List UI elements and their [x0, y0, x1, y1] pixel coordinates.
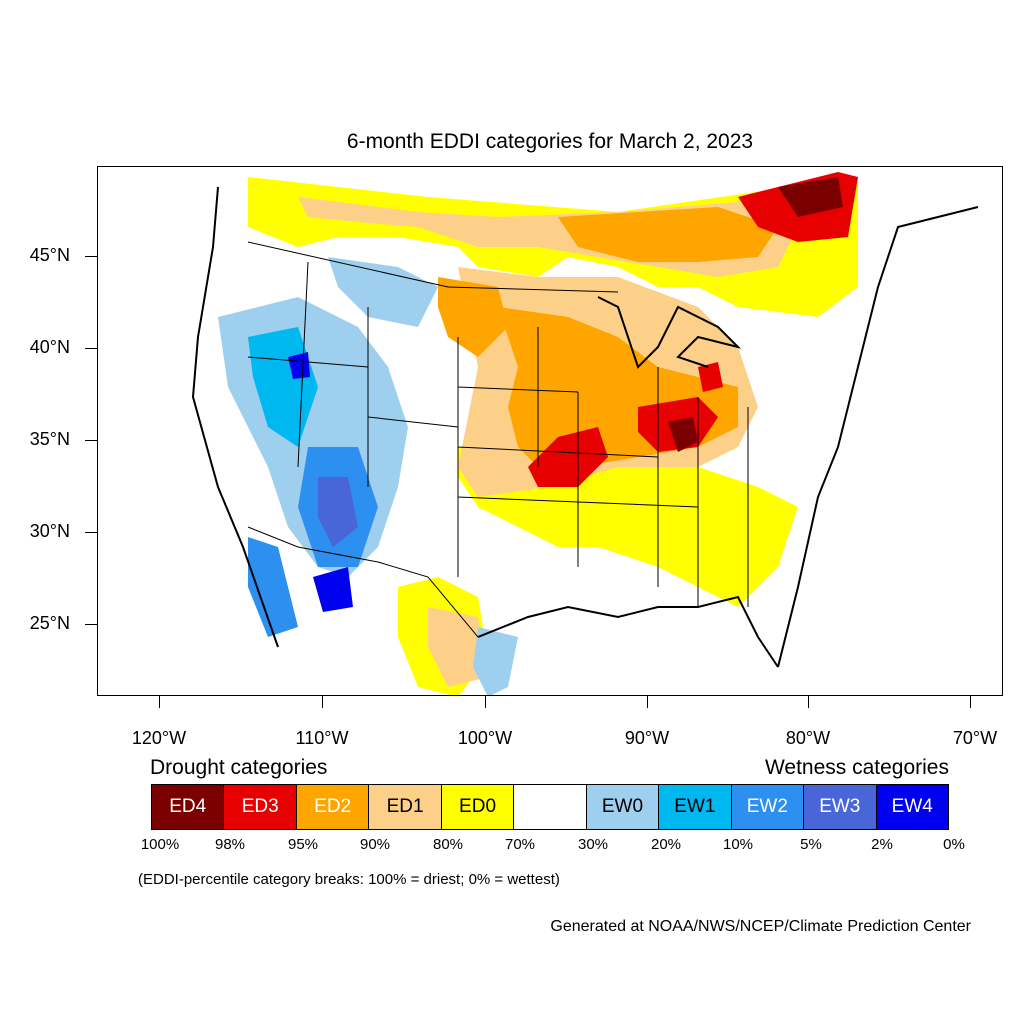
lon-tick-120: [159, 696, 160, 708]
legend-swatch-ew2: EW2: [731, 785, 805, 829]
ed4-il: [668, 417, 698, 452]
category-fill-layer: [193, 172, 858, 695]
east-coast: [777, 206, 979, 668]
legend-break: 70%: [504, 836, 536, 853]
lon-label-80: 80°W: [785, 728, 831, 748]
state-lines: [247, 261, 749, 607]
legend-swatch-ew3: EW3: [804, 785, 877, 829]
lat-tick-45: [85, 256, 97, 257]
ed2-plains: [438, 277, 508, 357]
credit-line: Generated at NOAA/NWS/NCEP/Climate Predi…: [550, 918, 971, 935]
ed2-upper-mw: [558, 207, 778, 262]
lat-label-35: 35°N: [29, 429, 70, 449]
legend-swatch-ew1: EW1: [659, 785, 732, 829]
legend-break: 20%: [650, 836, 682, 853]
legend-break: 98%: [214, 836, 246, 853]
lat-label-25: 25°N: [29, 613, 70, 633]
lon-tick-100: [485, 696, 486, 708]
legend-swatch-ed1: ED1: [369, 785, 442, 829]
legend-break: 2%: [871, 836, 893, 853]
ew2-baja: [248, 537, 298, 637]
category-note: (EDDI-percentile category breaks: 100% =…: [138, 871, 560, 888]
ew0-tx: [473, 627, 518, 695]
lon-label-90: 90°W: [624, 728, 670, 748]
lon-label-100: 100°W: [457, 728, 513, 748]
coastlines: [191, 186, 979, 668]
category-legend: ED4 ED3 ED2 ED1 ED0 EW0 EW1 EW2 EW3 EW4: [151, 784, 949, 830]
boundaries: [247, 241, 749, 638]
legend-break: 5%: [800, 836, 822, 853]
us-mexico-border: [247, 526, 479, 638]
lat-label-30: 30°N: [29, 521, 70, 541]
legend-swatch-ew4: EW4: [876, 785, 948, 829]
lon-label-110: 110°W: [295, 728, 349, 748]
lat-label-45: 45°N: [29, 245, 70, 265]
drought-heading: Drought categories: [150, 756, 328, 779]
legend-break: 10%: [722, 836, 754, 853]
lon-label-70: 70°W: [952, 728, 998, 748]
ew0-montana: [328, 257, 438, 327]
great-lakes: [597, 296, 742, 369]
legend-break: 90%: [359, 836, 391, 853]
lat-label-40: 40°N: [29, 337, 70, 357]
us-canada-border: [247, 241, 619, 293]
ew3-arizona: [318, 477, 358, 547]
legend-break: 80%: [432, 836, 464, 853]
ed3-mi: [698, 362, 723, 392]
legend-break: 95%: [287, 836, 319, 853]
map-title: 6-month EDDI categories for March 2, 202…: [346, 130, 754, 153]
eddi-map: [191, 172, 979, 695]
legend-swatch-ed4: ED4: [152, 785, 225, 829]
lon-tick-110: [322, 696, 323, 708]
lat-tick-40: [85, 348, 97, 349]
gulf-coast: [477, 595, 779, 668]
legend-swatch-ed2: ED2: [296, 785, 370, 829]
ed3-ozarks: [528, 427, 608, 487]
lat-tick-30: [85, 532, 97, 533]
lon-label-120: 120°W: [131, 728, 187, 748]
legend-swatch-ed0: ED0: [441, 785, 515, 829]
lon-tick-70: [970, 696, 971, 708]
ew4-sonora: [313, 567, 353, 612]
legend-break: 0%: [943, 836, 965, 853]
ed4-ne: [778, 177, 843, 217]
legend-break: 30%: [577, 836, 609, 853]
legend-swatch-ew0: EW0: [586, 785, 660, 829]
lon-tick-90: [647, 696, 648, 708]
lat-tick-35: [85, 440, 97, 441]
west-coast: [191, 186, 279, 648]
legend-swatch-normal: [514, 785, 587, 829]
legend-break: 100%: [140, 836, 180, 853]
lat-tick-25: [85, 624, 97, 625]
legend-swatch-ed3: ED3: [224, 785, 297, 829]
ew4-nv: [288, 352, 310, 379]
map-panel: [97, 166, 1003, 696]
lon-tick-80: [808, 696, 809, 708]
wetness-heading: Wetness categories: [764, 756, 949, 779]
